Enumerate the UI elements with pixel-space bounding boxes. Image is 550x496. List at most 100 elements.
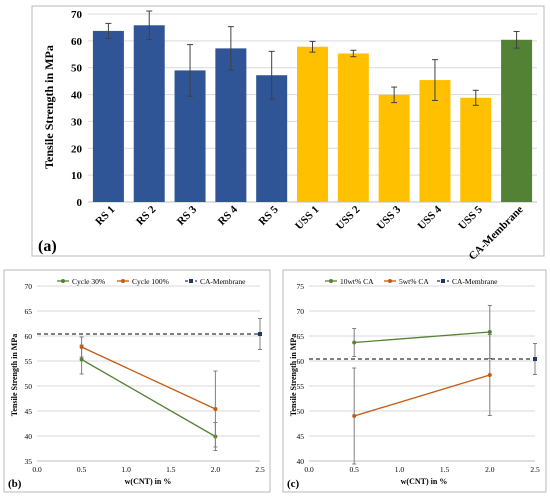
data-point bbox=[79, 345, 84, 349]
y-tick-label: 60 bbox=[71, 36, 83, 48]
bar bbox=[297, 46, 328, 202]
y-tick-label: 30 bbox=[71, 116, 83, 128]
panel-b-y-axis-label: Tensile Strength in MPa bbox=[10, 334, 19, 416]
data-point bbox=[79, 357, 84, 362]
legend-marker bbox=[121, 279, 125, 283]
y-tick-label: 45 bbox=[297, 432, 305, 441]
panel-c-legend: 10wt% CA 5wt% CA CA-Membrane bbox=[325, 277, 498, 286]
y-tick-label: 40 bbox=[25, 432, 33, 441]
legend-marker bbox=[61, 279, 65, 283]
y-tick-label: 50 bbox=[71, 63, 83, 75]
panel-a-frame bbox=[31, 5, 545, 257]
y-tick-label: 55 bbox=[25, 357, 33, 366]
legend-label: 5wt% CA bbox=[399, 277, 429, 286]
line-chart-panel-c: 40 45 50 55 60 65 70 75 0.0 0.5 1.0 1.5 2.0 2.5 10wt%… bbox=[282, 269, 547, 493]
data-point bbox=[487, 373, 492, 377]
x-tick-label: USS 3 bbox=[375, 203, 404, 232]
y-tick-label: 70 bbox=[25, 282, 33, 291]
x-tick-label: 2.5 bbox=[530, 465, 540, 474]
data-point bbox=[352, 340, 357, 345]
x-tick-label: RS 5 bbox=[257, 203, 282, 228]
x-tick-label: 2.5 bbox=[255, 465, 265, 474]
y-tick-label: 60 bbox=[297, 357, 305, 366]
panel-c-y-axis-label: Tensile Strength in MPa bbox=[289, 334, 298, 416]
y-tick-label: 50 bbox=[25, 382, 33, 391]
legend-label: Cycle 30% bbox=[72, 277, 105, 286]
y-tick-label: 20 bbox=[71, 143, 83, 155]
x-tick-label: 1.0 bbox=[122, 465, 132, 474]
panel-b-label: (b) bbox=[8, 478, 22, 490]
series-line bbox=[81, 346, 216, 410]
x-tick-label: 1.5 bbox=[166, 465, 176, 474]
x-tick-label: 0.5 bbox=[350, 465, 360, 474]
x-tick-label: USS 2 bbox=[334, 203, 363, 232]
panel-b-x-axis-label: w(CNT) in % bbox=[125, 477, 172, 486]
legend-label: CA-Membrane bbox=[452, 277, 498, 286]
panel-c-frame bbox=[282, 269, 547, 493]
legend-marker bbox=[189, 279, 193, 283]
panel-a-y-axis-label: Tensile Strength in MPa bbox=[42, 45, 56, 169]
y-tick-label: 70 bbox=[297, 307, 305, 316]
panel-b-frame bbox=[3, 269, 271, 493]
y-tick-label: 40 bbox=[71, 90, 83, 102]
y-tick-label: 45 bbox=[25, 407, 33, 416]
legend-marker bbox=[388, 279, 392, 283]
line-chart-panel-b: 35 40 45 50 55 60 65 70 0.0 0.5 1.0 1.5 2.0 2.5 Cycle… bbox=[3, 269, 271, 493]
bar bbox=[337, 53, 369, 203]
y-tick-label: 10 bbox=[71, 170, 83, 182]
y-tick-label: 50 bbox=[297, 407, 305, 416]
reference-marker bbox=[258, 332, 262, 336]
data-point bbox=[487, 330, 492, 334]
panel-a-label: (a) bbox=[38, 238, 57, 255]
panel-c-x-axis-label: w(CNT) in % bbox=[401, 477, 448, 486]
legend-marker bbox=[441, 279, 445, 283]
y-tick-label: 65 bbox=[297, 332, 305, 341]
panel-b-ticks: 35 40 45 50 55 60 65 70 0.0 0.5 1.0 1.5 2.0 2.5 bbox=[25, 282, 265, 474]
y-tick-label: 70 bbox=[71, 9, 83, 21]
x-tick-label: 0.0 bbox=[32, 465, 42, 474]
x-tick-label: 1.5 bbox=[440, 465, 450, 474]
x-tick-label: 1.0 bbox=[395, 465, 405, 474]
series-line bbox=[354, 331, 490, 344]
y-tick-label: 35 bbox=[25, 457, 33, 466]
y-tick-label: 75 bbox=[297, 282, 305, 291]
y-tick-label: 40 bbox=[297, 457, 305, 466]
x-tick-label: RS 4 bbox=[216, 203, 241, 228]
panel-c-ticks: 40 45 50 55 60 65 70 75 0.0 0.5 1.0 1.5 2.0 2.5 bbox=[297, 282, 540, 474]
panel-a-x-ticks: RS 1 RS 2 RS 3 RS 4 RS 5 USS 1 USS 2 USS 3 USS 4… bbox=[93, 203, 526, 262]
panel-c-label: (c) bbox=[287, 478, 300, 490]
bar bbox=[215, 48, 247, 203]
legend-marker bbox=[329, 279, 333, 283]
x-tick-label: RS 3 bbox=[175, 203, 200, 228]
data-point bbox=[352, 414, 357, 418]
legend-label: Cycle 100% bbox=[132, 277, 169, 286]
data-point bbox=[213, 407, 218, 411]
panel-c-series bbox=[309, 305, 537, 465]
panel-a-y-ticks: 0 10 20 30 40 50 60 70 bbox=[71, 9, 83, 209]
y-tick-label: 0 bbox=[77, 197, 83, 209]
x-tick-label: 2.0 bbox=[485, 465, 495, 474]
reference-marker bbox=[533, 357, 537, 361]
legend-label: CA-Membrane bbox=[200, 277, 246, 286]
x-tick-label: RS 1 bbox=[93, 204, 117, 228]
series-line bbox=[81, 358, 216, 438]
panel-c-grid bbox=[309, 285, 535, 462]
bar bbox=[460, 97, 492, 202]
x-tick-label: 2.0 bbox=[211, 465, 221, 474]
x-tick-label: RS 2 bbox=[134, 203, 159, 228]
x-tick-label: 0.5 bbox=[77, 465, 87, 474]
panel-a-bars bbox=[92, 10, 533, 203]
bar bbox=[378, 94, 410, 202]
panel-b-series bbox=[37, 318, 262, 451]
y-tick-label: 55 bbox=[297, 382, 305, 391]
x-tick-label: USS 1 bbox=[293, 204, 322, 233]
y-tick-label: 60 bbox=[25, 332, 33, 341]
y-tick-label: 65 bbox=[25, 307, 33, 316]
x-tick-label: USS 5 bbox=[456, 203, 485, 232]
panel-b-legend: Cycle 30% Cycle 100% CA-Membrane bbox=[57, 277, 246, 286]
bar bbox=[92, 30, 124, 203]
x-tick-label: USS 4 bbox=[415, 203, 444, 232]
bar bbox=[133, 25, 165, 203]
panel-b-grid bbox=[37, 285, 260, 462]
